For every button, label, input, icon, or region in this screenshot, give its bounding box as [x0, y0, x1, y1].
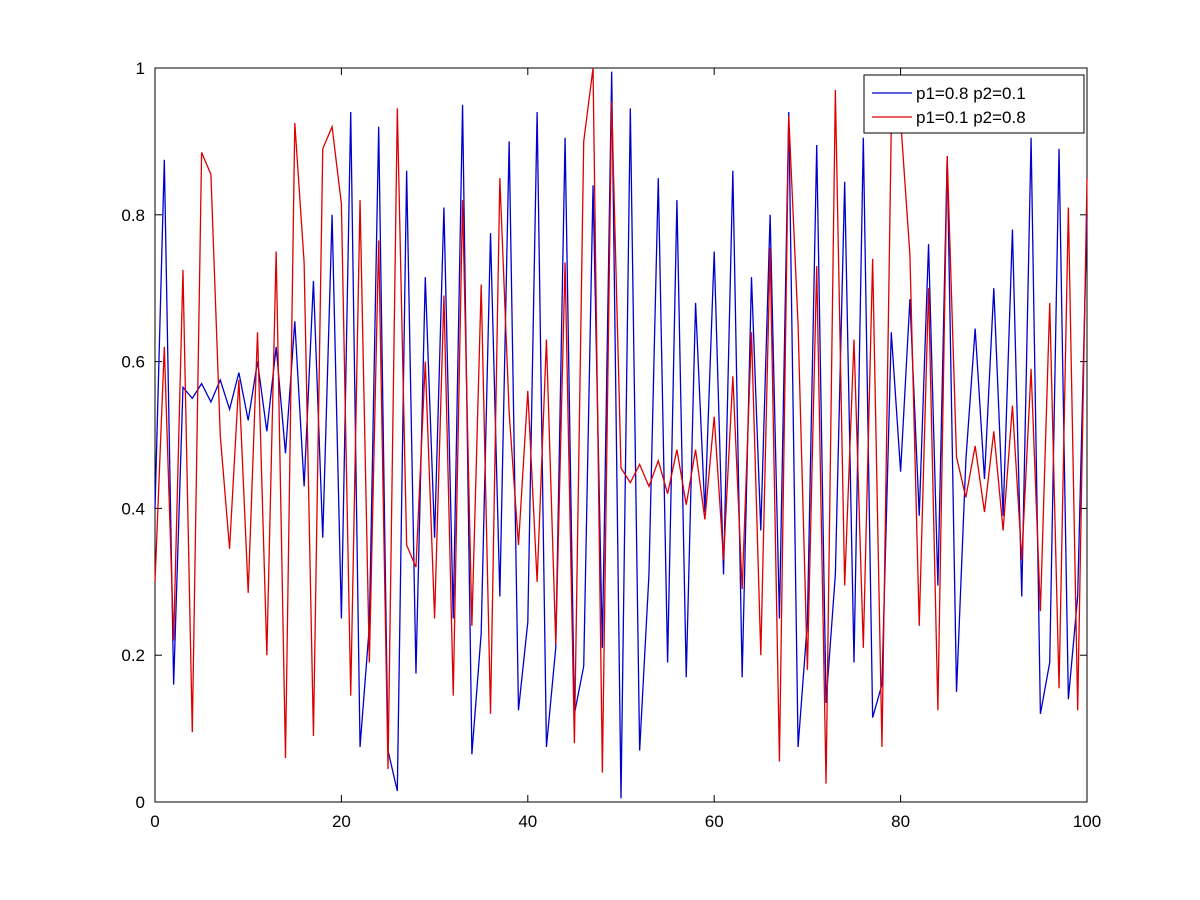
legend-label-1: p1=0.8 p2=0.1	[916, 84, 1026, 103]
x-tick-label: 20	[332, 812, 351, 831]
legend: p1=0.8 p2=0.1 p1=0.1 p2=0.8	[863, 74, 1085, 134]
x-tick-label: 60	[705, 812, 724, 831]
series-layer	[154, 67, 1088, 799]
y-tick-label: 0	[136, 793, 145, 812]
y-tick-label: 1	[136, 59, 145, 78]
x-tick-label: 100	[1073, 812, 1101, 831]
y-tick-label: 0.4	[121, 499, 145, 518]
y-axis: 0 0.2 0.4 0.6 0.8 1	[121, 59, 1087, 812]
y-tick-label: 0.8	[121, 206, 145, 225]
x-axis: 0 20 40 60 80 100	[150, 68, 1101, 831]
x-tick-label: 80	[891, 812, 910, 831]
legend-box	[863, 74, 1085, 134]
y-tick-label: 0.2	[121, 646, 145, 665]
legend-label-2: p1=0.1 p2=0.8	[916, 108, 1026, 127]
series-line-2	[154, 67, 1088, 784]
x-tick-label: 0	[150, 812, 159, 831]
series-line-1	[154, 71, 1088, 799]
x-tick-label: 40	[518, 812, 537, 831]
y-tick-label: 0.6	[121, 353, 145, 372]
